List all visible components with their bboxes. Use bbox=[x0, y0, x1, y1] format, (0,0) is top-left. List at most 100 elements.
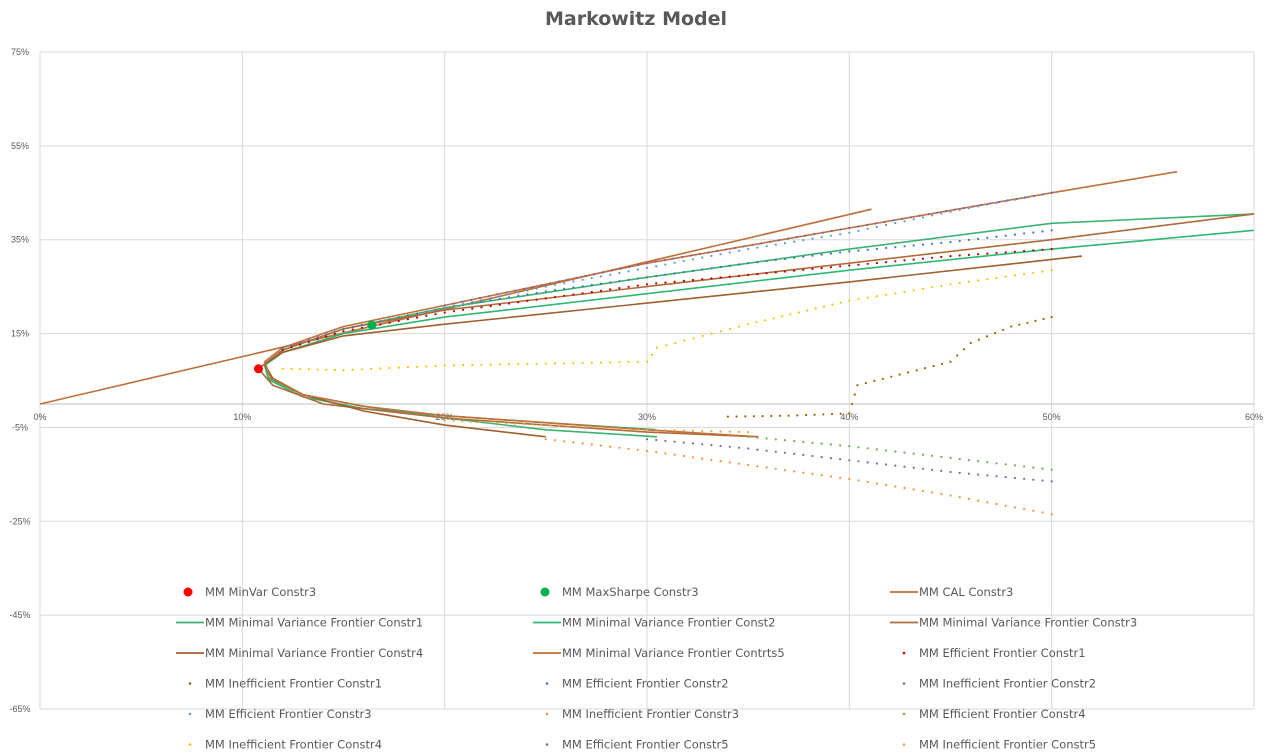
legend-label: MM Efficient Frontier Constr1 bbox=[919, 646, 1086, 660]
data-point bbox=[912, 289, 915, 292]
data-point bbox=[290, 367, 293, 371]
data-point bbox=[811, 254, 814, 257]
data-point bbox=[618, 271, 621, 275]
data-point bbox=[839, 444, 842, 447]
data-point bbox=[443, 311, 446, 314]
series-8 bbox=[281, 248, 1053, 352]
data-point bbox=[921, 216, 925, 219]
y-tick-label: -5% bbox=[12, 422, 28, 432]
data-point bbox=[682, 429, 685, 432]
data-point bbox=[1023, 273, 1026, 276]
data-point bbox=[903, 220, 906, 223]
data-point bbox=[601, 271, 605, 274]
data-point bbox=[866, 447, 869, 450]
legend-label: MM Efficient Frontier Constr4 bbox=[919, 707, 1086, 721]
data-point bbox=[1050, 316, 1053, 319]
data-point bbox=[1034, 319, 1037, 322]
data-point bbox=[526, 362, 529, 365]
data-point bbox=[691, 442, 695, 445]
data-point bbox=[553, 362, 557, 365]
data-point bbox=[572, 441, 575, 444]
data-point bbox=[986, 236, 989, 239]
data-point bbox=[924, 367, 927, 370]
data-point bbox=[1004, 275, 1007, 278]
data-point bbox=[689, 254, 693, 257]
data-point bbox=[793, 452, 796, 455]
data-point bbox=[526, 293, 529, 296]
data-point bbox=[645, 262, 649, 265]
data-point bbox=[885, 223, 888, 227]
y-axis-ticks: 75% 55% 35% 15% -5% -25% -45% -65% bbox=[9, 47, 30, 714]
data-point bbox=[811, 472, 814, 475]
data-point bbox=[544, 285, 547, 288]
data-point bbox=[673, 261, 676, 264]
data-point bbox=[890, 375, 893, 378]
data-point bbox=[747, 323, 750, 326]
data-point bbox=[814, 307, 817, 310]
data-point bbox=[379, 323, 382, 326]
data-point bbox=[1004, 234, 1007, 237]
data-point bbox=[719, 430, 722, 433]
data-point bbox=[778, 414, 782, 417]
data-point bbox=[1033, 194, 1036, 197]
x-tick-label: 20% bbox=[436, 412, 454, 422]
data-point bbox=[710, 267, 713, 270]
data-point bbox=[397, 366, 400, 369]
data-point bbox=[1013, 464, 1017, 467]
data-point bbox=[737, 274, 741, 277]
data-point bbox=[885, 261, 888, 264]
data-point bbox=[498, 363, 501, 366]
data-point bbox=[735, 415, 738, 418]
data-point bbox=[443, 419, 446, 422]
data-point bbox=[1032, 466, 1035, 469]
data-point bbox=[489, 299, 492, 302]
data-point bbox=[857, 225, 860, 228]
data-point bbox=[986, 461, 989, 464]
data-point bbox=[655, 282, 658, 285]
data-point bbox=[894, 222, 897, 225]
legend-item: MM Inefficient Frontier Constr1 bbox=[188, 677, 382, 691]
data-point bbox=[822, 305, 826, 308]
data-point bbox=[710, 277, 713, 280]
data-point bbox=[848, 264, 851, 267]
x-tick-label: 60% bbox=[1245, 412, 1263, 422]
legend-item: MM Efficient Frontier Constr1 bbox=[902, 646, 1086, 660]
data-point bbox=[995, 251, 998, 254]
data-point bbox=[756, 273, 759, 276]
data-point bbox=[918, 214, 921, 217]
data-point bbox=[673, 280, 676, 283]
data-point bbox=[655, 265, 658, 268]
data-point bbox=[531, 286, 534, 289]
data-point bbox=[820, 474, 823, 477]
data-point bbox=[628, 427, 631, 431]
data-point bbox=[820, 442, 823, 445]
data-point bbox=[673, 272, 676, 275]
data-point bbox=[517, 291, 520, 294]
data-point bbox=[416, 316, 419, 319]
data-point bbox=[645, 438, 649, 441]
data-point bbox=[1013, 506, 1017, 509]
data-point bbox=[609, 361, 612, 364]
data-point bbox=[563, 362, 566, 365]
data-point bbox=[535, 362, 538, 365]
data-point bbox=[549, 282, 552, 285]
data-point bbox=[452, 364, 455, 367]
data-point bbox=[480, 363, 483, 366]
legend-item: MM Minimal Variance Frontier Const2 bbox=[533, 616, 775, 630]
data-point bbox=[710, 254, 713, 257]
data-point bbox=[829, 475, 833, 478]
data-point bbox=[681, 256, 684, 259]
data-point bbox=[342, 369, 345, 372]
data-point bbox=[864, 382, 868, 385]
data-point bbox=[584, 425, 587, 428]
data-point bbox=[719, 265, 722, 269]
data-point bbox=[793, 269, 796, 272]
data-point bbox=[590, 283, 593, 286]
data-point bbox=[903, 259, 906, 262]
data-point bbox=[953, 208, 957, 211]
data-point bbox=[822, 413, 825, 416]
data-point bbox=[701, 457, 704, 460]
data-point bbox=[517, 301, 520, 304]
legend-item: MM Efficient Frontier Constr4 bbox=[902, 707, 1086, 721]
data-point bbox=[325, 335, 328, 338]
